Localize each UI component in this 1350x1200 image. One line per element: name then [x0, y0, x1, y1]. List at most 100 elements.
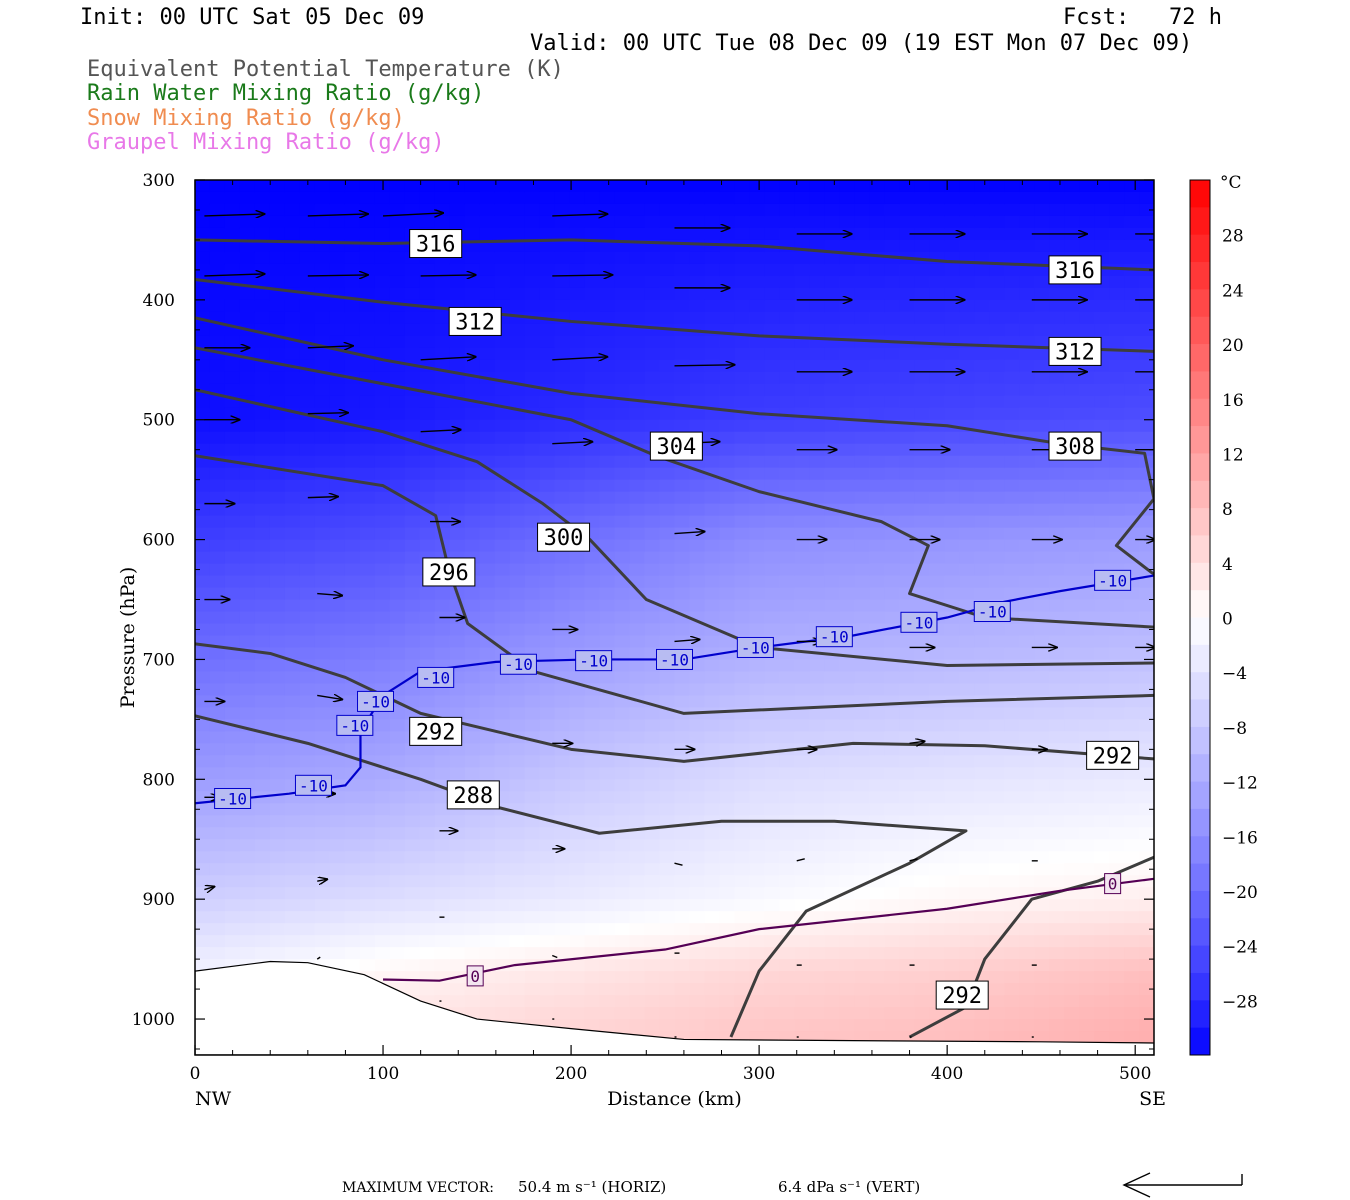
temperature-cell: [464, 923, 481, 936]
temperature-cell: [989, 287, 1005, 301]
temperature-cell: [494, 719, 511, 732]
temperature-cell: [944, 971, 960, 984]
temperature-cell: [1079, 959, 1095, 972]
temperature-cell: [389, 371, 406, 385]
temperature-cell: [674, 407, 691, 421]
temperature-cell: [959, 383, 975, 397]
temperature-cell: [809, 875, 825, 888]
temperature-cell: [779, 899, 795, 912]
temperature-cell: [224, 575, 241, 589]
temperature-cell: [1019, 983, 1035, 996]
temperature-cell: [1034, 203, 1050, 217]
temperature-cell: [614, 839, 631, 852]
temperature-cell: [1049, 659, 1065, 673]
temperature-cell: [209, 743, 226, 756]
temperature-cell: [944, 683, 960, 697]
temperature-cell: [209, 623, 226, 637]
temperature-cell: [719, 515, 736, 529]
temperature-cell: [1124, 1031, 1140, 1044]
temperature-cell: [539, 215, 556, 229]
temperature-cell: [659, 563, 676, 577]
temperature-cell: [854, 383, 870, 397]
temperature-cell: [884, 443, 900, 457]
temperature-cell: [1139, 431, 1154, 445]
temperature-cell: [884, 455, 900, 469]
temperature-cell: [839, 755, 855, 768]
temperature-cell: [1094, 827, 1110, 840]
temperature-cell: [584, 731, 601, 744]
temperature-cell: [884, 803, 900, 816]
temperature-cell: [239, 875, 256, 888]
isotherm-label: -10: [421, 668, 450, 687]
temperature-cell: [629, 359, 646, 373]
temperature-cell: [794, 1019, 810, 1032]
temperature-cell: [1004, 191, 1020, 205]
temperature-cell: [929, 479, 945, 493]
temperature-cell: [1004, 851, 1020, 864]
temperature-cell: [779, 947, 795, 960]
temperature-cell: [554, 911, 571, 924]
temperature-cell: [629, 299, 646, 313]
temperature-cell: [869, 839, 885, 852]
temperature-cell: [734, 911, 751, 924]
temperature-cell: [224, 359, 241, 373]
temperature-cell: [794, 959, 810, 972]
temperature-cell: [329, 383, 346, 397]
temperature-cell: [479, 215, 496, 229]
temperature-cell: [419, 215, 436, 229]
temperature-cell: [674, 851, 691, 864]
temperature-cell: [884, 875, 900, 888]
temperature-cell: [1094, 311, 1110, 325]
temperature-cell: [599, 239, 616, 253]
temperature-cell: [959, 347, 975, 361]
wind-vectors: [204, 213, 1154, 1038]
temperature-cell: [1139, 659, 1154, 673]
temperature-cell: [509, 599, 526, 613]
temperature-cell: [329, 935, 346, 948]
temperature-cell: [329, 431, 346, 445]
temperature-cell: [824, 851, 840, 864]
temperature-cell: [1034, 815, 1050, 828]
temperature-cell: [704, 527, 721, 541]
temperature-cell: [584, 635, 601, 649]
temperature-cell: [284, 323, 301, 337]
temperature-cell: [1124, 767, 1140, 780]
colorbar-segment: [1190, 726, 1210, 755]
temperature-cell: [989, 395, 1005, 409]
temperature-cell: [224, 911, 241, 924]
temperature-cell: [509, 623, 526, 637]
temperature-cell: [854, 551, 870, 565]
temperature-cell: [434, 827, 451, 840]
temperature-cell: [269, 815, 286, 828]
temperature-cell: [1079, 731, 1095, 744]
temperature-cell: [419, 395, 436, 409]
temperature-cell: [899, 971, 915, 984]
temperature-cell: [824, 599, 840, 613]
temperature-cell: [899, 767, 915, 780]
temperature-cell: [974, 371, 990, 385]
temperature-cell: [1019, 215, 1035, 229]
temperature-cell: [614, 359, 631, 373]
temperature-cell: [779, 995, 795, 1008]
temperature-cell: [554, 371, 571, 385]
temperature-cell: [779, 347, 795, 361]
temperature-cell: [914, 1007, 930, 1020]
temperature-cell: [959, 359, 975, 373]
temperature-cell: [554, 395, 571, 409]
temperature-cell: [404, 527, 421, 541]
temperature-cell: [524, 323, 541, 337]
temperature-cell: [929, 767, 945, 780]
temperature-cell: [584, 779, 601, 792]
temperature-cell: [974, 359, 990, 373]
temperature-cell: [404, 791, 421, 804]
temperature-cell: [224, 551, 241, 565]
temperature-cell: [644, 347, 661, 361]
temperature-cell: [854, 575, 870, 589]
temperature-cell: [434, 767, 451, 780]
temperature-cell: [899, 299, 915, 313]
temperature-cell: [854, 1007, 870, 1020]
temperature-cell: [914, 683, 930, 697]
temperature-cell: [854, 887, 870, 900]
temperature-cell: [209, 431, 226, 445]
